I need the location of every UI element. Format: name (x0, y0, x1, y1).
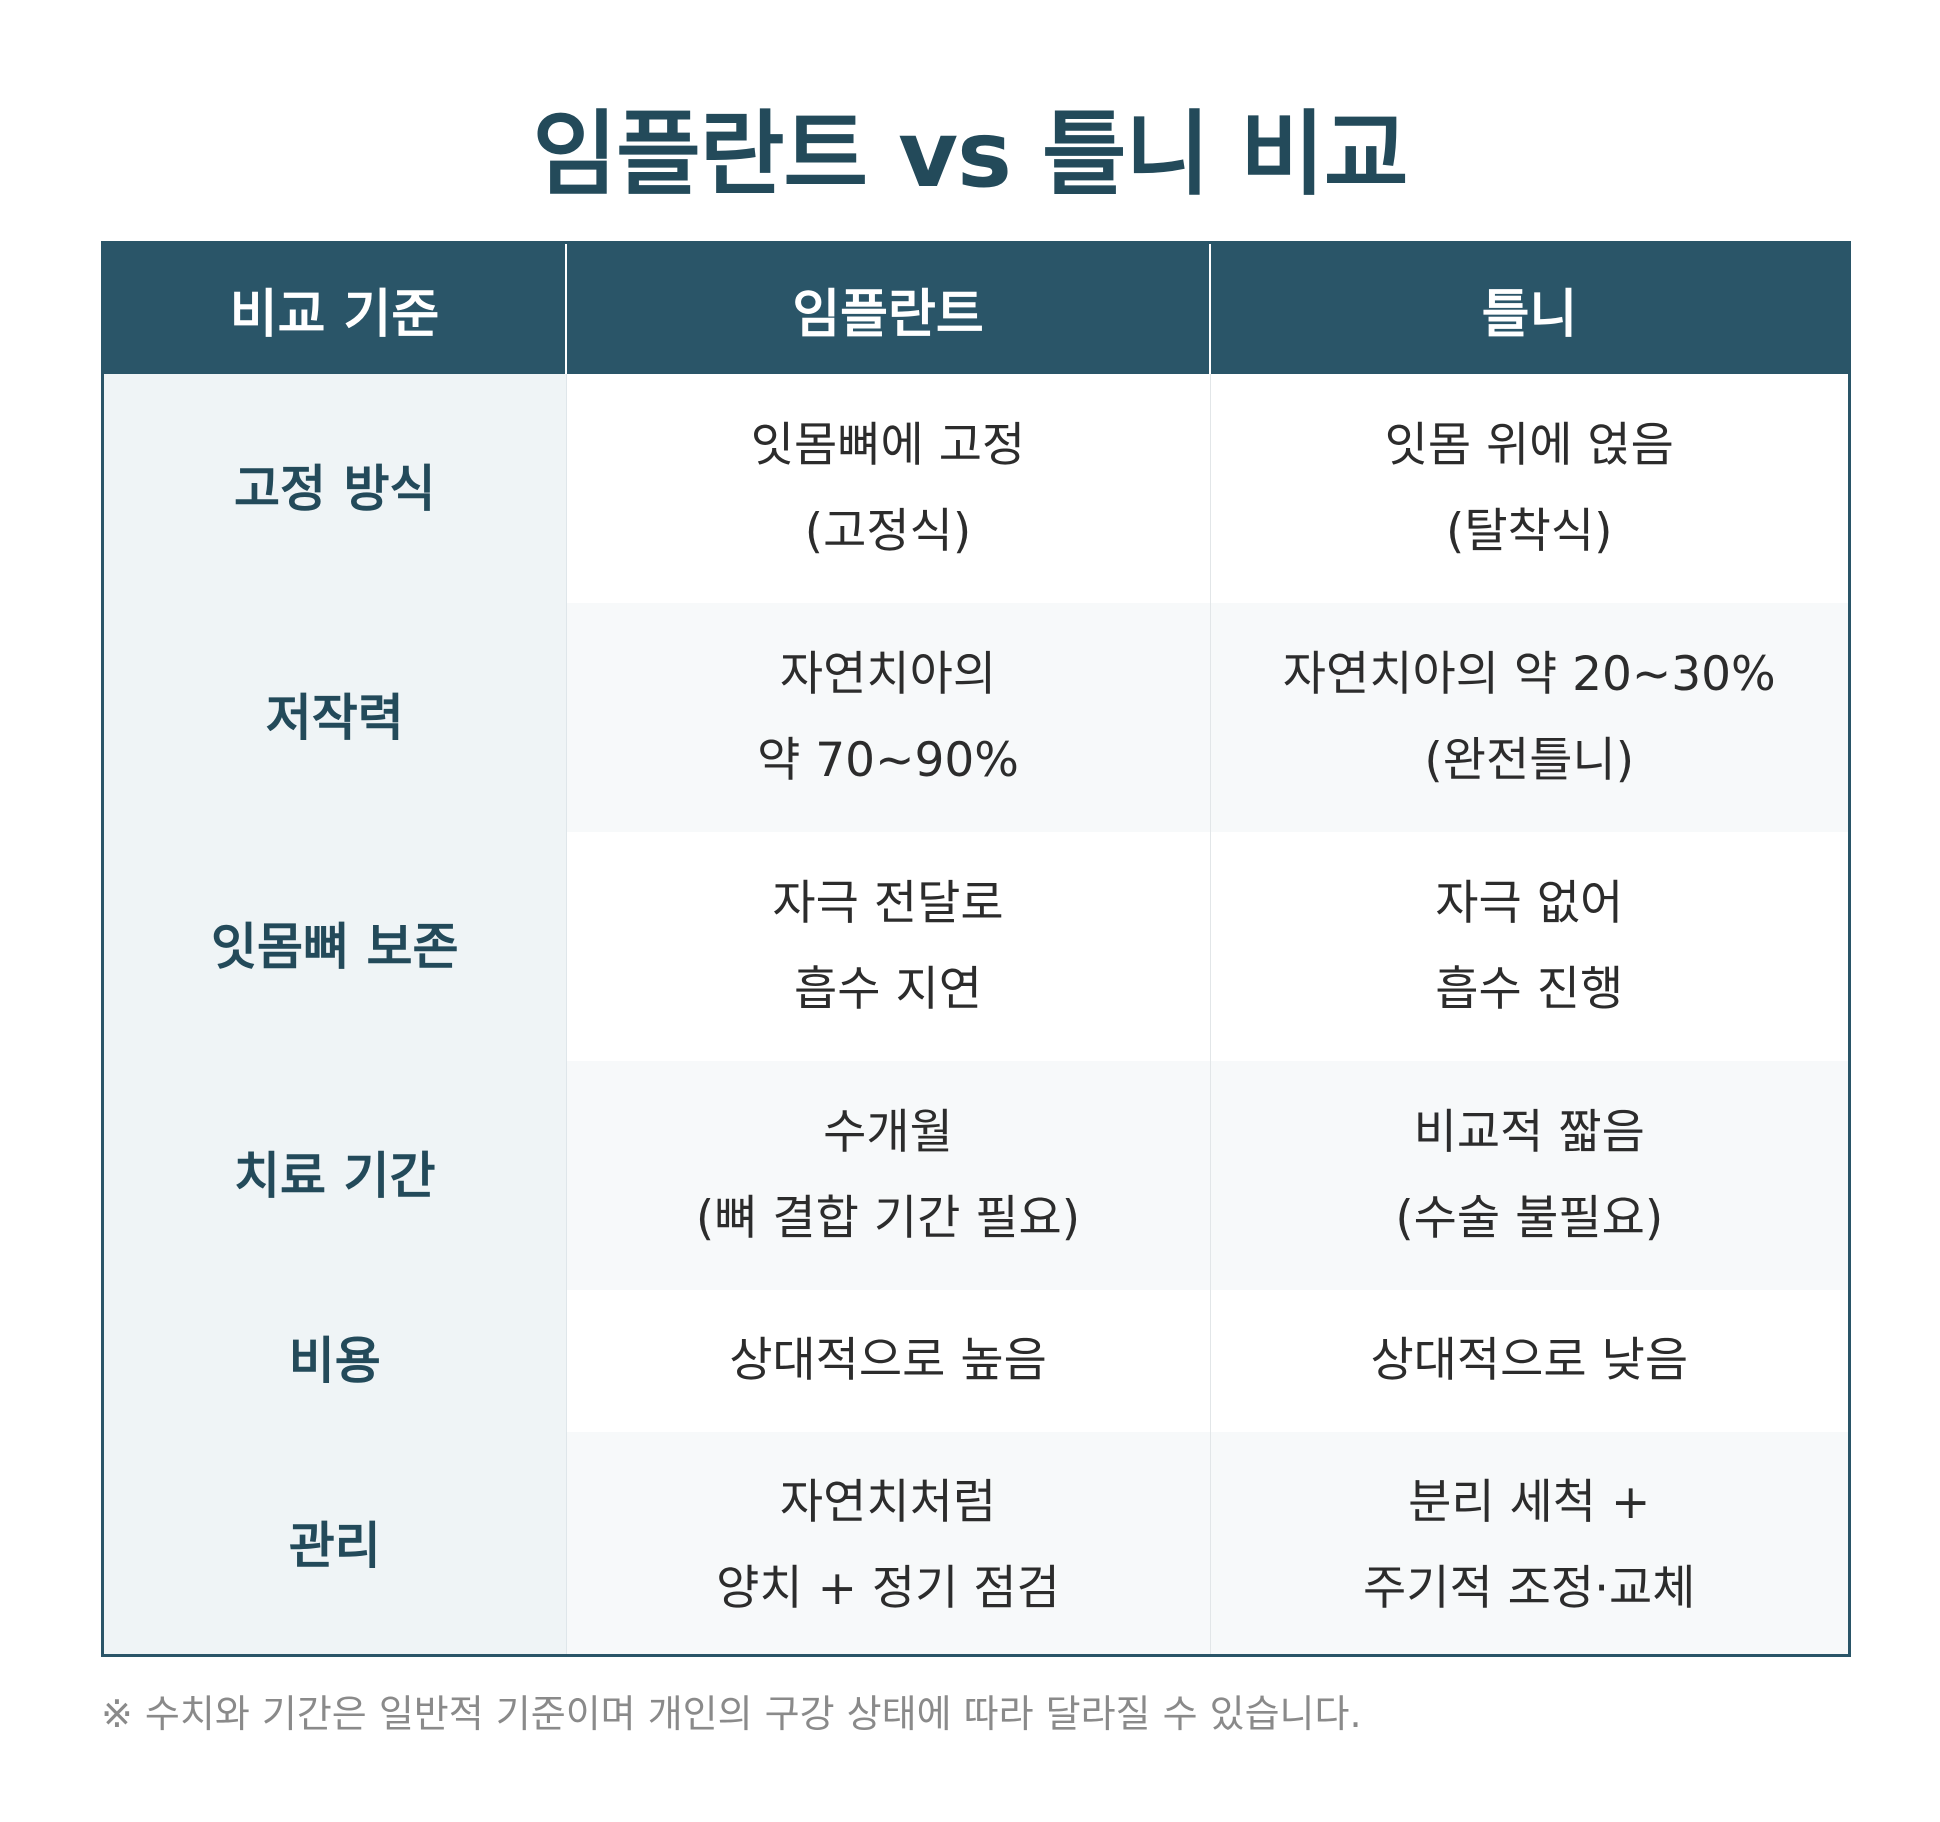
cell-line: 잇몸뼈에 고정 (750, 417, 1026, 473)
table-row: 비용 상대적으로 높음 상대적으로 낮음 (104, 1290, 1848, 1432)
header-denture: 틀니 (1210, 244, 1848, 374)
implant-cell: 상대적으로 높음 (566, 1290, 1211, 1432)
row-criterion: 잇몸뼈 보존 (104, 832, 567, 1061)
cell-line: (탈착식) (1446, 503, 1613, 559)
cell-line: (수술 불필요) (1395, 1190, 1664, 1246)
implant-cell: 자연치처럼 양치 + 정기 점검 (566, 1432, 1211, 1654)
cell-line: 자극 없어 (1435, 875, 1624, 931)
table-row: 저작력 자연치아의 약 70~90% 자연치아의 약 20~30% (완전틀니) (104, 603, 1848, 832)
row-criterion: 고정 방식 (104, 374, 567, 603)
implant-cell: 자극 전달로 흡수 지연 (566, 832, 1211, 1061)
footnote: ※ 수치와 기간은 일반적 기준이며 개인의 구강 상태에 따라 달라질 수 있… (101, 1692, 1362, 1736)
cell-line: 양치 + 정기 점검 (716, 1560, 1060, 1616)
page-title: 임플란트 vs 틀니 비교 (532, 101, 1409, 208)
denture-cell: 상대적으로 낮음 (1210, 1290, 1848, 1432)
table-row: 고정 방식 잇몸뼈에 고정 (고정식) 잇몸 위에 얹음 (탈착식) (104, 374, 1848, 603)
comparison-table-grid: 비교 기준 임플란트 틀니 고정 방식 잇몸뼈에 고정 (고정식) 잇몸 위에 … (104, 244, 1848, 1654)
cell-line: 상대적으로 높음 (729, 1333, 1047, 1388)
cell-line: 잇몸 위에 얹음 (1384, 417, 1674, 473)
denture-cell: 자극 없어 흡수 진행 (1210, 832, 1848, 1061)
cell-line: 흡수 지연 (794, 961, 982, 1017)
implant-cell: 잇몸뼈에 고정 (고정식) (566, 374, 1211, 603)
denture-cell: 비교적 짧음 (수술 불필요) (1210, 1061, 1848, 1290)
table-header-row: 비교 기준 임플란트 틀니 (104, 244, 1848, 374)
implant-cell: 수개월 (뼈 결합 기간 필요) (566, 1061, 1211, 1290)
cell-line: (뼈 결합 기간 필요) (695, 1190, 1081, 1246)
cell-line: 자극 전달로 (772, 875, 1004, 931)
cell-line: 자연치아의 약 20~30% (1282, 646, 1776, 702)
denture-cell: 잇몸 위에 얹음 (탈착식) (1210, 374, 1848, 603)
comparison-table: 비교 기준 임플란트 틀니 고정 방식 잇몸뼈에 고정 (고정식) 잇몸 위에 … (101, 241, 1851, 1657)
cell-line: 자연치아의 (779, 646, 997, 702)
table-row: 잇몸뼈 보존 자극 전달로 흡수 지연 자극 없어 흡수 진행 (104, 832, 1848, 1061)
cell-line: 자연치처럼 (779, 1474, 997, 1530)
cell-line: 약 70~90% (757, 732, 1019, 788)
denture-cell: 자연치아의 약 20~30% (완전틀니) (1210, 603, 1848, 832)
cell-line: 주기적 조정·교체 (1362, 1560, 1696, 1616)
cell-line: 흡수 진행 (1435, 961, 1624, 1017)
table-row: 치료 기간 수개월 (뼈 결합 기간 필요) 비교적 짧음 (수술 불필요) (104, 1061, 1848, 1290)
cell-line: 상대적으로 낮음 (1370, 1333, 1689, 1388)
cell-line: 비교적 짧음 (1413, 1104, 1645, 1160)
row-criterion: 저작력 (104, 603, 567, 832)
row-criterion: 치료 기간 (104, 1061, 567, 1290)
cell-line: 수개월 (823, 1104, 953, 1160)
cell-line: (완전틀니) (1424, 732, 1635, 788)
denture-cell: 분리 세척 + 주기적 조정·교체 (1210, 1432, 1848, 1654)
cell-line: (고정식) (804, 503, 972, 559)
table-row: 관리 자연치처럼 양치 + 정기 점검 분리 세척 + 주기적 조정·교체 (104, 1432, 1848, 1654)
row-criterion: 비용 (104, 1290, 567, 1432)
implant-cell: 자연치아의 약 70~90% (566, 603, 1211, 832)
header-criterion: 비교 기준 (104, 244, 567, 374)
header-implant: 임플란트 (566, 244, 1211, 374)
cell-line: 분리 세척 + (1408, 1474, 1651, 1530)
row-criterion: 관리 (104, 1432, 567, 1654)
